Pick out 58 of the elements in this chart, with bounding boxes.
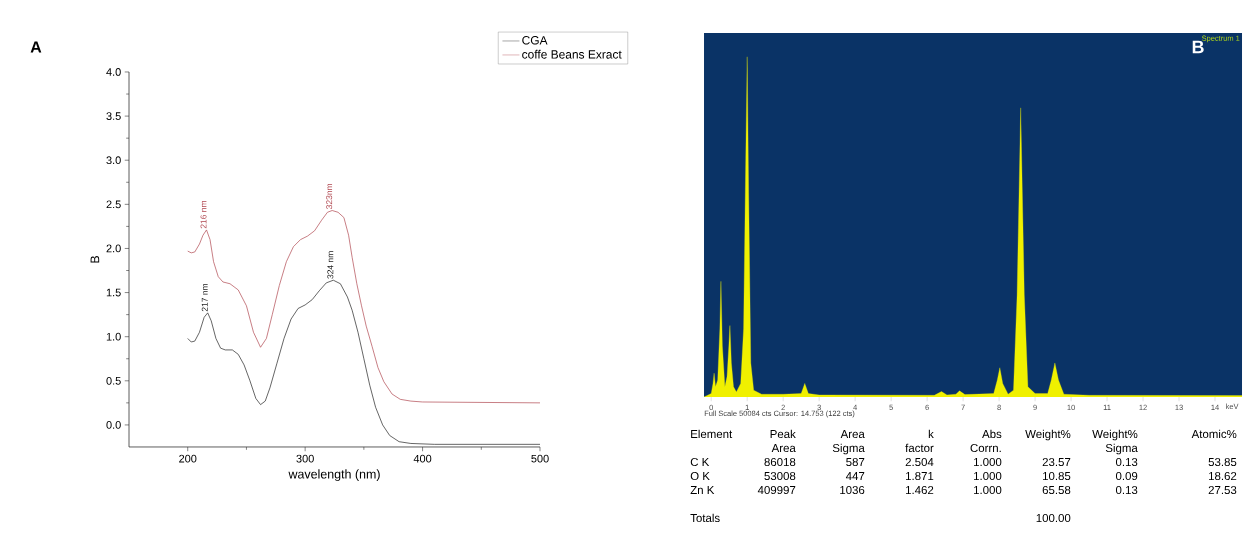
text: Element <box>691 429 733 439</box>
x-tick-label: 400 <box>413 454 432 463</box>
text: 27.53 <box>1208 485 1237 495</box>
annotation: 323nm <box>326 183 333 209</box>
text: 53008 <box>764 471 796 481</box>
text: 23.57 <box>1042 457 1071 467</box>
category-label: Abs Corrn. <box>970 429 1002 453</box>
text: 100.00 <box>1036 513 1071 523</box>
category-label: Weight% <box>1025 429 1071 441</box>
text: 53.85 <box>1208 457 1237 467</box>
annotation: 217 nm <box>201 283 208 312</box>
category-label: Weight% Sigma <box>1092 429 1138 455</box>
y-tick-label: 0.0 <box>106 421 121 429</box>
text: 1.462 <box>906 485 934 495</box>
text: 0.13 <box>1115 485 1138 495</box>
category-label: Totals <box>690 513 720 523</box>
text: 447 <box>845 472 865 480</box>
x-axis-title: wavelength (nm) <box>288 469 380 481</box>
text: B <box>1192 40 1204 54</box>
category-label: Peak Area <box>770 429 796 453</box>
text: 1.000 <box>974 485 1002 495</box>
category-label: C K <box>690 457 710 467</box>
text: 409997 <box>757 485 796 495</box>
x-tick-label: 300 <box>296 454 314 463</box>
y-tick-label: 2.5 <box>106 200 121 209</box>
legend-label: CGA <box>522 36 548 45</box>
text: 1.871 <box>906 471 934 481</box>
y-tick-label: 1.5 <box>106 288 121 297</box>
line-series <box>187 210 541 404</box>
text: 1.000 <box>974 457 1002 467</box>
y-tick-label: 3.0 <box>106 156 121 165</box>
text: 2.504 <box>905 457 934 467</box>
x-tick-label: 500 <box>531 454 549 463</box>
y-tick-label: 4.0 <box>106 68 121 76</box>
x-tick-label: 200 <box>179 454 197 463</box>
y-tick-label: 3.5 <box>106 112 121 120</box>
annotation: 216 nm <box>200 201 207 229</box>
text: 10.85 <box>1043 471 1071 481</box>
text: A <box>30 41 42 53</box>
legend-label: coffe Beans Exract <box>522 49 622 59</box>
text: 0.09 <box>1115 471 1138 481</box>
text: 0.13 <box>1115 457 1138 467</box>
category-label: Area Sigma <box>832 430 865 455</box>
y-tick-label: 1.0 <box>106 332 121 341</box>
text: 86018 <box>764 457 796 467</box>
category-label: k factor <box>905 429 934 453</box>
category-label: Atomic% <box>1191 429 1237 439</box>
y-tick-label: 2.0 <box>106 244 121 253</box>
y-axis-title: B <box>90 255 100 263</box>
text: 587 <box>846 457 865 467</box>
text: 1036 <box>840 485 865 495</box>
annotation: 324 nm <box>327 251 334 279</box>
text: 18.62 <box>1209 471 1237 481</box>
text: 65.58 <box>1042 485 1071 495</box>
text: 1.000 <box>974 471 1002 481</box>
category-label: Zn K <box>690 486 715 494</box>
y-tick-label: 0.5 <box>106 376 121 385</box>
category-label: O K <box>690 471 710 481</box>
